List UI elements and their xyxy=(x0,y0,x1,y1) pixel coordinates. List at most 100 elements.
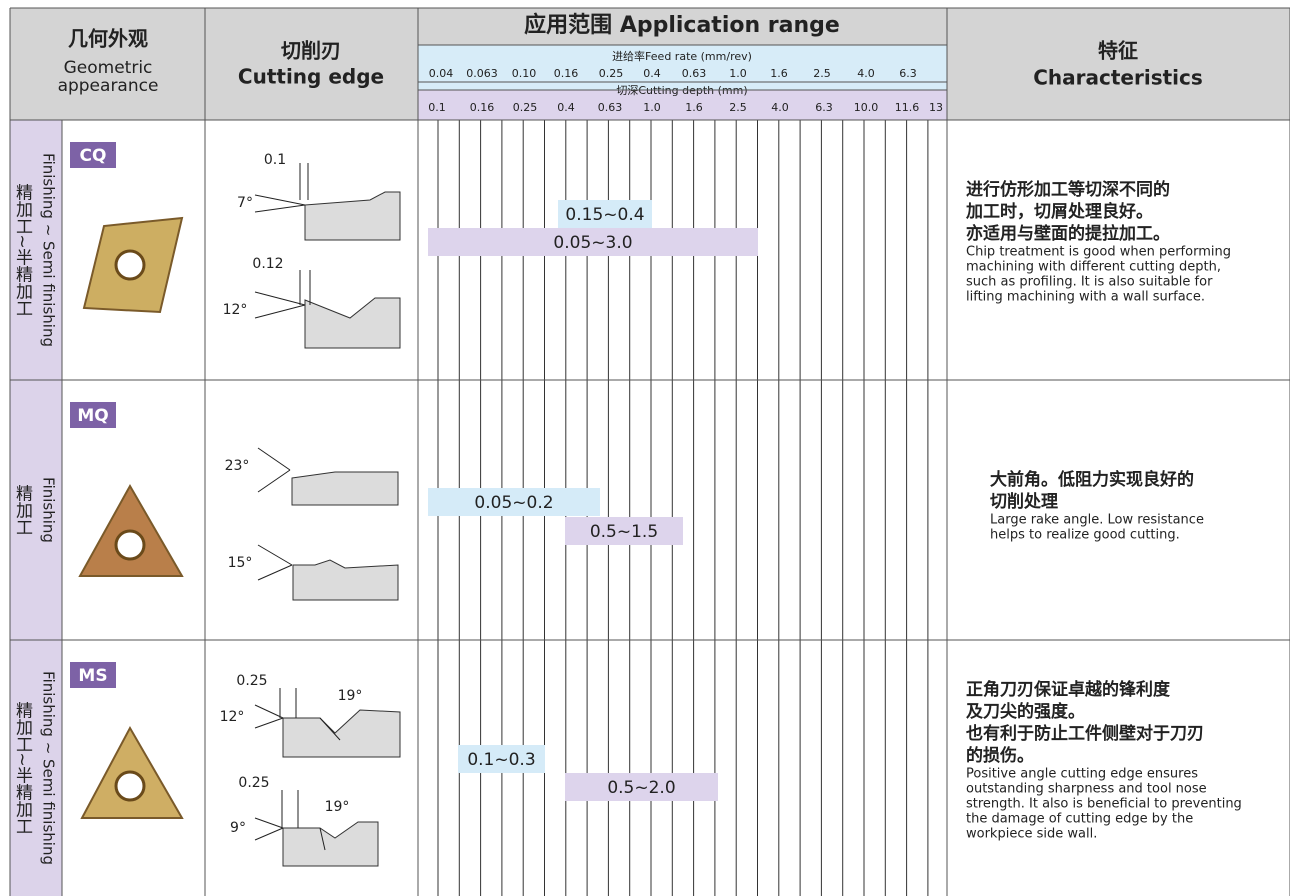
feed-range: 0.15~0.4 xyxy=(565,205,644,225)
desc-cn: 切削处理 xyxy=(990,491,1058,512)
depth-range: 0.5~2.0 xyxy=(607,778,675,798)
insert-hole xyxy=(114,249,146,281)
dimension-line xyxy=(254,291,306,306)
category-strip xyxy=(10,120,62,896)
feed-tick: 0.4 xyxy=(643,67,661,80)
depth-tick: 0.1 xyxy=(428,101,446,114)
insert-hole xyxy=(114,529,146,561)
category-en: Finishing ~ Semi finishing xyxy=(40,671,58,865)
desc-en: strength. It also is beneficial to preve… xyxy=(966,797,1242,812)
desc-cn: 加工时，切屑处理良好。 xyxy=(965,201,1153,222)
depth-tick: 0.25 xyxy=(513,101,538,114)
desc-en: outstanding sharpness and tool nose xyxy=(966,782,1207,797)
edge-label: 9° xyxy=(230,820,246,836)
dimension-line xyxy=(319,717,341,741)
dimension-line xyxy=(254,817,284,829)
desc-en: Positive angle cutting edge ensures xyxy=(966,767,1198,782)
feed-tick: 0.16 xyxy=(554,67,579,80)
feed-tick: 6.3 xyxy=(899,67,917,80)
edge-label: 19° xyxy=(338,688,363,704)
workpiece xyxy=(292,559,399,601)
depth-range: 0.05~3.0 xyxy=(553,233,632,253)
edge-label: 0.12 xyxy=(252,256,283,272)
category-cn: 精加工 xyxy=(12,484,33,535)
edge-label: 0.25 xyxy=(238,775,269,791)
depth-tick: 0.16 xyxy=(470,101,495,114)
desc-en: workpiece side wall. xyxy=(966,827,1097,842)
dimension-line xyxy=(254,304,306,319)
edge-label: 12° xyxy=(223,302,248,318)
category-en: Finishing ~ Semi finishing xyxy=(40,153,58,347)
header-text: appearance xyxy=(58,76,159,96)
workpiece xyxy=(282,709,401,758)
feed-range-bar xyxy=(558,200,652,228)
feed-range: 0.05~0.2 xyxy=(474,493,553,513)
edge-label: 12° xyxy=(220,709,245,725)
feed-tick: 1.0 xyxy=(729,67,747,80)
edge-label: 19° xyxy=(325,799,350,815)
workpiece xyxy=(304,297,401,349)
depth-tick: 0.4 xyxy=(557,101,575,114)
header-text: Characteristics xyxy=(1033,66,1203,90)
workpiece xyxy=(282,821,379,867)
dimension-line xyxy=(257,469,291,493)
feed-tick: 0.25 xyxy=(599,67,624,80)
dimension-line xyxy=(257,564,293,581)
edge-label: 15° xyxy=(228,555,253,571)
feed-tick: 4.0 xyxy=(857,67,875,80)
dimension-line xyxy=(254,704,284,719)
feed-tick: 0.10 xyxy=(512,67,537,80)
desc-en: Large rake angle. Low resistance xyxy=(990,513,1204,528)
desc-cn: 大前角。低阻力实现良好的 xyxy=(990,469,1194,490)
desc-en: the damage of cutting edge by the xyxy=(966,812,1193,827)
workpiece xyxy=(291,471,399,506)
category-cn: 精加工~半精加工 xyxy=(12,183,33,316)
desc-cn: 正角刀刃保证卓越的锋利度 xyxy=(966,679,1171,700)
depth-tick: 10.0 xyxy=(854,101,879,114)
dimension-line xyxy=(254,717,284,729)
desc-en: machining with different cutting depth, xyxy=(966,260,1221,275)
depth-tick: 6.3 xyxy=(815,101,833,114)
feed-range-bar xyxy=(428,488,600,516)
edge-label: 23° xyxy=(225,458,250,474)
category-en: Finishing xyxy=(40,477,58,543)
depth-range-bar xyxy=(428,228,758,256)
depth-tick: 4.0 xyxy=(771,101,789,114)
header-text: 切削刃 xyxy=(281,39,341,63)
feed-tick: 0.63 xyxy=(682,67,707,80)
code: MS xyxy=(78,666,107,686)
feed-range-bar xyxy=(458,745,545,773)
dimension-line xyxy=(319,827,326,851)
depth-tick: 1.0 xyxy=(643,101,661,114)
code-badge xyxy=(70,402,116,428)
edge-label: 0.25 xyxy=(236,673,267,689)
desc-cn: 也有利于防止工件侧壁对于刀刃 xyxy=(966,723,1204,744)
desc-cn: 亦适用与壁面的提拉加工。 xyxy=(966,223,1170,244)
depth-range: 0.5~1.5 xyxy=(590,522,658,542)
depth-range-bar xyxy=(565,517,683,545)
desc-en: such as profiling. It is also suitable f… xyxy=(966,275,1213,290)
code-badge xyxy=(70,662,116,688)
dimension-line xyxy=(254,827,284,841)
header-text: 特征 xyxy=(1098,39,1138,63)
desc-en: Chip treatment is good when performing xyxy=(966,245,1231,260)
depth-tick: 0.63 xyxy=(598,101,623,114)
desc-cn: 的损伤。 xyxy=(966,745,1034,766)
dimension-line xyxy=(257,544,293,566)
desc-en: helps to realize good cutting. xyxy=(990,528,1180,543)
depth-band xyxy=(418,90,947,120)
depth-tick: 2.5 xyxy=(729,101,747,114)
dimension-line xyxy=(254,204,306,213)
code-badge xyxy=(70,142,116,168)
feed-range: 0.1~0.3 xyxy=(467,750,535,770)
header-text: 几何外观 xyxy=(68,27,148,51)
header-text: Cutting edge xyxy=(238,65,384,89)
desc-en: lifting machining with a wall surface. xyxy=(966,290,1205,305)
feed-tick: 0.063 xyxy=(466,67,498,80)
desc-cn: 进行仿形加工等切深不同的 xyxy=(966,179,1170,200)
depth-range-bar xyxy=(565,773,718,801)
insert-hole xyxy=(114,770,146,802)
code: MQ xyxy=(77,406,108,426)
